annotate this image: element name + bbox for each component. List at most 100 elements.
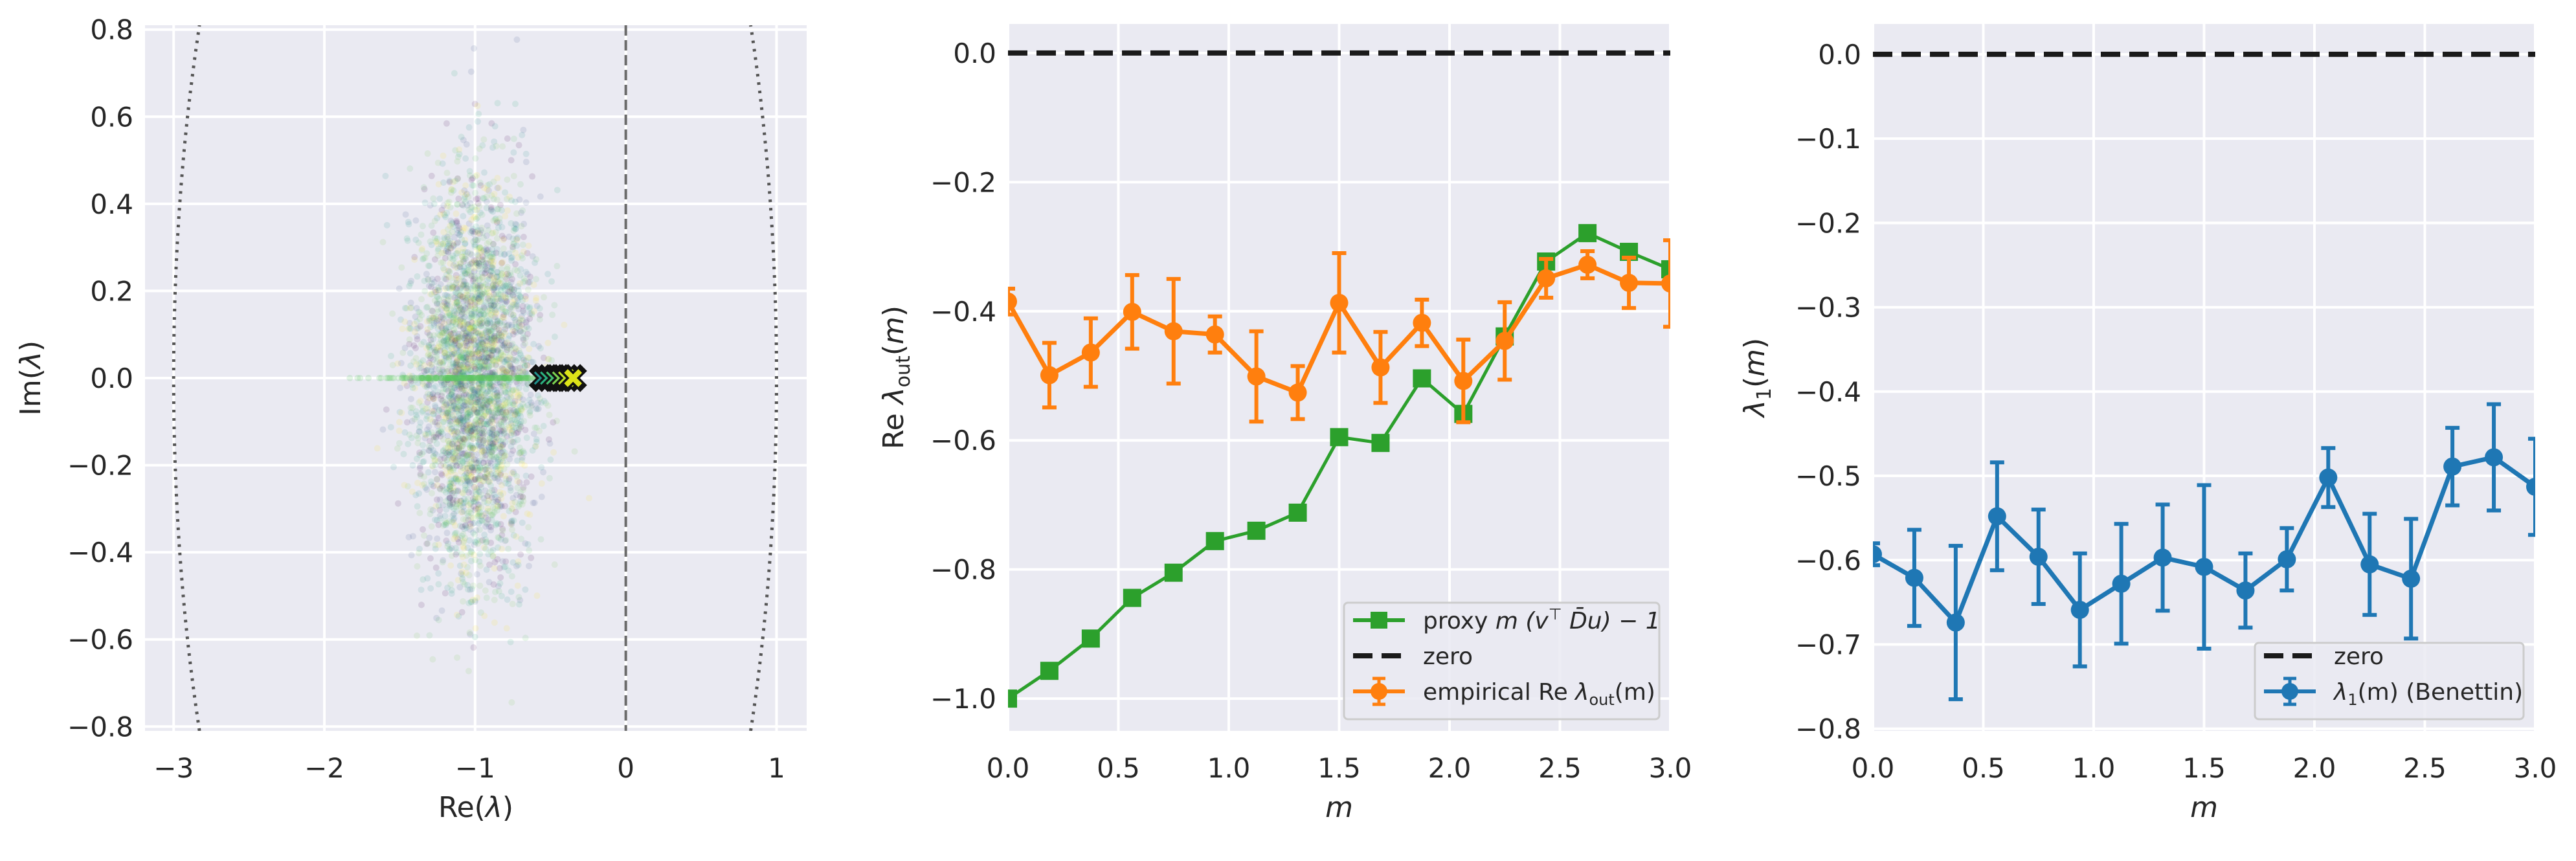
eigenvalue-point [499,258,506,265]
eigenvalue-point [515,287,522,295]
eigenvalue-point [487,482,494,489]
eigenvalue-point [481,430,488,437]
eigenvalue-point [465,405,472,412]
eigenvalue-point [493,460,500,467]
eigenvalue-point [511,198,519,205]
eigenvalue-point [452,458,459,465]
eigenvalue-point [461,335,468,342]
eigenvalue-point [481,270,488,277]
eigenvalue-point [473,421,480,428]
eigenvalue-point [485,460,492,467]
eigenvalue-point [442,291,449,298]
eigenvalue-point [489,416,496,423]
data-point [1578,224,1597,243]
eigenvalue-point [510,517,517,524]
y-tick-label: 0.2 [90,275,133,307]
eigenvalue-point [501,251,508,258]
eigenvalue-point [449,363,456,370]
eigenvalue-point [489,343,496,350]
data-point [1620,273,1639,292]
eigenvalue-point [476,395,484,402]
eigenvalue-point [523,323,530,330]
eigenvalue-point [435,366,442,373]
eigenvalue-point [437,370,444,377]
eigenvalue-point [462,423,469,430]
eigenvalue-point [520,484,527,491]
eigenvalue-point [443,450,451,457]
eigenvalue-point [433,374,440,381]
eigenvalue-point [443,247,450,254]
eigenvalue-point [435,581,442,588]
eigenvalue-point [518,460,525,467]
eigenvalue-point [462,357,469,364]
eigenvalue-point [449,413,456,420]
plot-area [172,25,778,731]
eigenvalue-point [526,345,533,352]
eigenvalue-point [498,260,506,267]
eigenvalue-point [480,428,487,435]
eigenvalue-point [509,601,516,608]
eigenvalue-point [456,353,464,361]
eigenvalue-point [489,282,496,289]
eigenvalue-point [451,535,458,542]
eigenvalue-point [456,151,463,158]
eigenvalue-point [454,407,461,414]
eigenvalue-point [518,252,525,259]
eigenvalue-point [443,305,451,312]
eigenvalue-point [541,294,548,301]
eigenvalue-point [504,344,511,352]
data-point [2278,550,2296,568]
eigenvalue-point [497,489,504,496]
eigenvalue-point [449,372,456,379]
eigenvalue-point [491,491,498,498]
eigenvalue-point [463,465,470,472]
eigenvalue-point [440,330,447,337]
eigenvalue-point [509,276,516,283]
eigenvalue-point [410,358,417,365]
eigenvalue-point [458,570,465,577]
data-point [1288,503,1307,522]
eigenvalue-point [522,473,530,480]
eigenvalue-point [462,390,469,397]
eigenvalue-point [488,416,495,423]
eigenvalue-point [471,364,478,371]
eigenvalue-point [467,500,474,508]
eigenvalue-point [466,168,473,175]
eigenvalue-point [463,569,470,576]
eigenvalue-point [486,508,493,515]
eigenvalue-point [436,300,443,308]
eigenvalue-point [442,377,449,384]
eigenvalue-point [536,316,543,323]
eigenvalue-point [496,451,503,458]
eigenvalue-point [453,359,460,366]
eigenvalue-point [485,325,492,332]
eigenvalue-point [463,140,470,148]
eigenvalue-point [396,285,403,292]
eigenvalue-point [459,377,466,385]
eigenvalue-point [460,473,467,480]
eigenvalue-point [530,499,537,506]
eigenvalue-point [474,284,481,291]
eigenvalue-point [504,263,511,271]
eigenvalue-point [486,297,493,304]
eigenvalue-point [462,387,469,394]
eigenvalue-point [431,456,438,464]
eigenvalue-point [478,513,485,520]
eigenvalue-point [508,699,515,706]
eigenvalue-point [421,277,428,284]
y-tick-label: −0.6 [930,425,996,456]
eigenvalue-point [456,435,463,442]
y-tick-label: −0.4 [1795,376,1861,408]
eigenvalue-point [494,410,501,417]
eigenvalue-point [455,476,462,483]
eigenvalue-point [459,554,466,561]
eigenvalue-point [452,530,459,537]
eigenvalue-point [401,304,409,311]
eigenvalue-point [464,282,471,289]
eigenvalue-point [478,224,486,231]
eigenvalue-point [490,291,497,298]
eigenvalue-point [477,421,484,429]
eigenvalue-point [442,350,449,357]
eigenvalue-point [522,159,530,166]
eigenvalue-point [407,304,414,311]
